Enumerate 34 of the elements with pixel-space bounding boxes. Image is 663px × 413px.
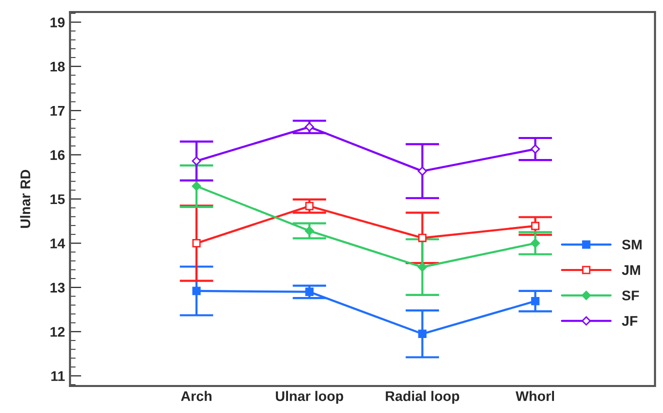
point bbox=[304, 122, 314, 132]
point bbox=[304, 226, 314, 236]
legend-label: SF bbox=[622, 290, 639, 300]
y-tick-label: 14 bbox=[50, 238, 66, 248]
point bbox=[305, 288, 314, 296]
point bbox=[418, 166, 427, 176]
y-tick-label: 16 bbox=[50, 150, 65, 160]
point bbox=[531, 296, 540, 306]
point bbox=[418, 234, 427, 242]
y-tick-label: 18 bbox=[50, 62, 65, 72]
legend-label: JM bbox=[622, 265, 640, 275]
legend-label: SM bbox=[622, 240, 642, 250]
point bbox=[192, 156, 202, 166]
x-tick-label: Ulnar loop bbox=[276, 390, 344, 404]
y-tick-label: 13 bbox=[50, 282, 65, 293]
point bbox=[418, 262, 427, 272]
y-tick-label: 15 bbox=[50, 194, 65, 204]
y-axis-title: Ulnar RD bbox=[20, 170, 30, 228]
point bbox=[192, 239, 201, 248]
point bbox=[530, 238, 540, 248]
point bbox=[192, 286, 201, 296]
point bbox=[192, 182, 202, 191]
y-tick-label: 11 bbox=[51, 371, 65, 381]
y-tick-label: 12 bbox=[50, 326, 65, 337]
x-tick-label: Arch bbox=[181, 390, 212, 402]
x-tick-label: Radial loop bbox=[386, 390, 460, 404]
point bbox=[305, 202, 314, 210]
y-tick-label: 17 bbox=[50, 106, 65, 116]
point bbox=[418, 330, 427, 338]
y-tick-label: 19 bbox=[50, 18, 65, 28]
x-tick-label: Whorl bbox=[516, 390, 554, 402]
point bbox=[530, 144, 540, 154]
legend-label: JF bbox=[622, 316, 638, 326]
point bbox=[531, 222, 540, 230]
